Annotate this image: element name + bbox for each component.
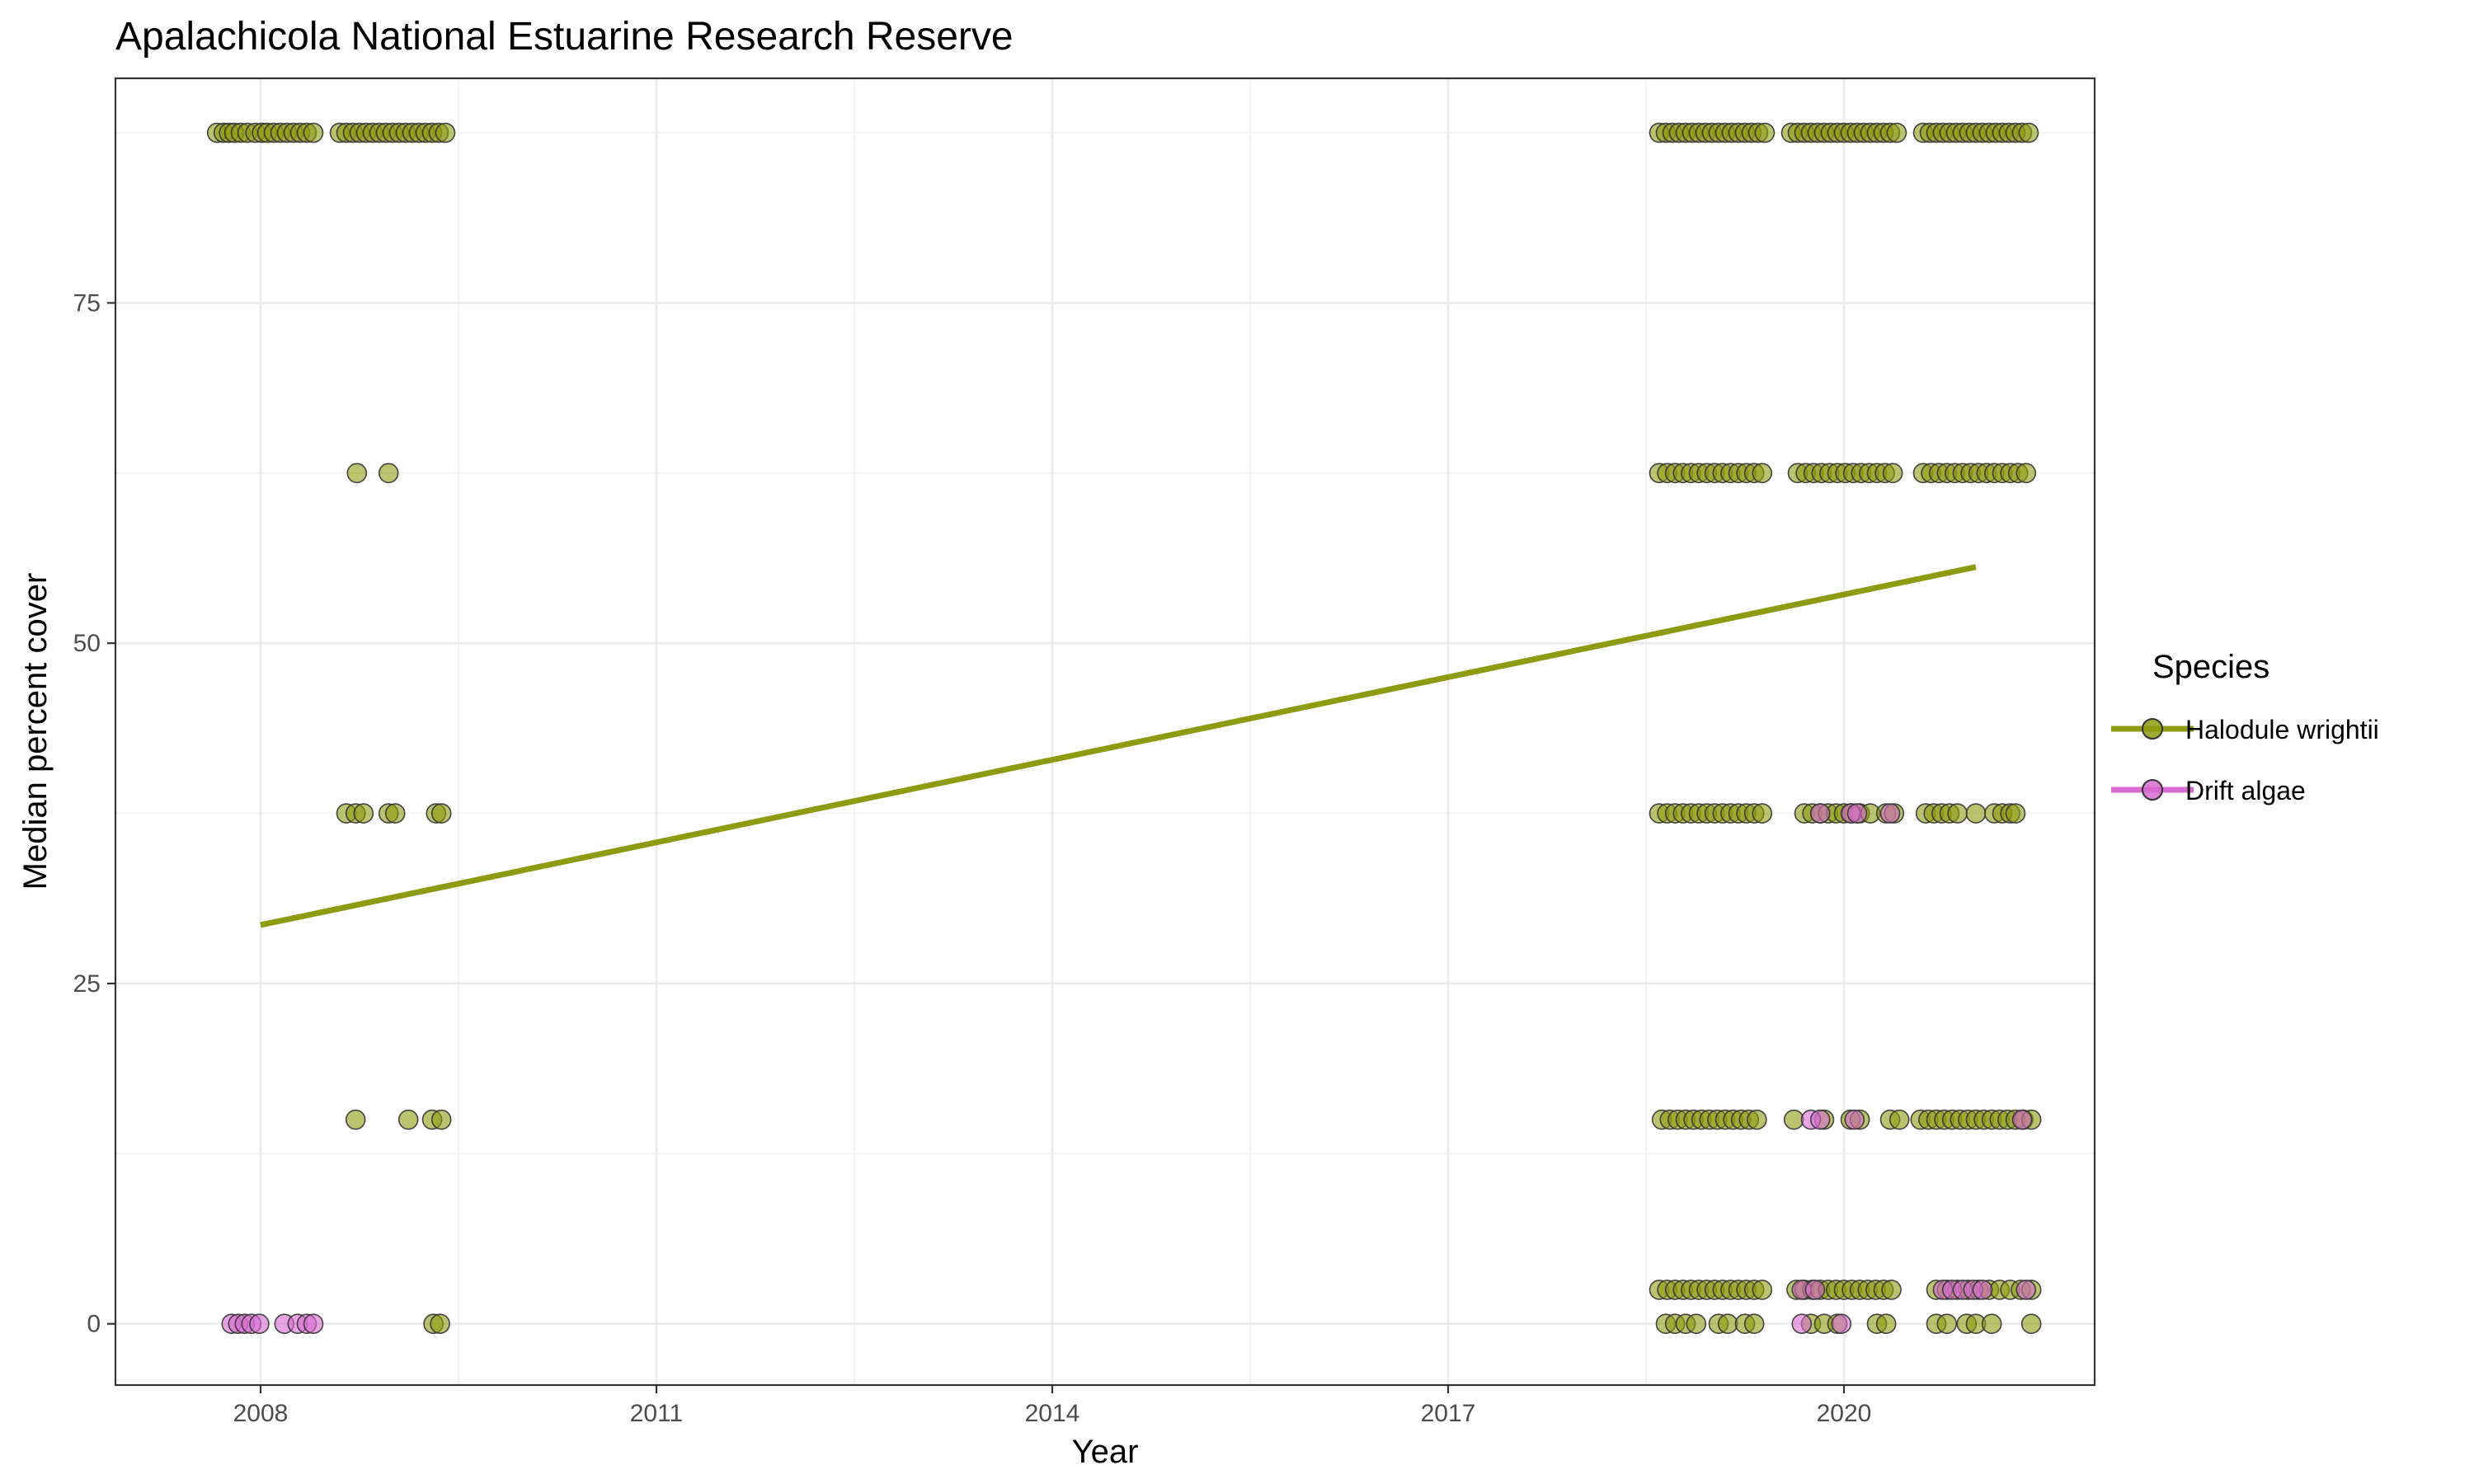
legend-label-drift-algae: Drift algae: [2185, 776, 2306, 805]
data-point: [1783, 1109, 1804, 1130]
y-axis-title: Median percent cover: [17, 573, 54, 890]
data-point: [1747, 1109, 1767, 1130]
data-point: [1743, 1313, 1765, 1335]
data-point: [303, 122, 324, 143]
data-point: [1879, 803, 1901, 824]
data-point: [1888, 1109, 1910, 1130]
trend-lines: [260, 564, 1977, 928]
data-point: [303, 1313, 324, 1335]
x-tick-label: 2008: [233, 1400, 289, 1427]
data-point: [1972, 1280, 1993, 1300]
data-point: [2020, 1313, 2042, 1335]
data-point: [435, 122, 456, 143]
x-axis-title: Year: [1072, 1434, 1139, 1470]
data-point: [397, 1109, 419, 1130]
legend-key-point-halodule-wrightii: [2142, 718, 2163, 740]
axes: 2008 2011 2014 2017 2020 0 25 50 75: [73, 289, 1872, 1427]
y-tick-label: 75: [73, 289, 101, 317]
data-point: [2015, 463, 2037, 484]
trend-line: [260, 564, 1977, 928]
data-point: [1844, 1109, 1865, 1130]
x-tick-label: 2020: [1817, 1400, 1872, 1427]
y-tick-label: 50: [73, 630, 101, 657]
y-tick-label: 0: [87, 1311, 101, 1338]
data-point: [1809, 803, 1831, 824]
data-point: [1875, 1313, 1897, 1335]
y-tick-label: 25: [73, 970, 101, 998]
data-point: [1804, 1280, 1826, 1300]
data-point: [1791, 1313, 1813, 1335]
data-point: [1831, 1313, 1852, 1335]
data-point: [384, 803, 406, 824]
data-point: [1809, 1109, 1831, 1130]
data-point: [430, 1313, 450, 1335]
data-points: [206, 122, 2042, 1335]
legend-key-point-drift-algae: [2142, 779, 2163, 801]
data-point: [1882, 463, 1903, 484]
legend-title: Species: [2152, 649, 2269, 685]
data-point: [346, 463, 368, 484]
data-point: [1717, 1313, 1738, 1335]
legend-item-drift-algae: Drift algae: [2111, 776, 2306, 805]
data-point: [2015, 1280, 2037, 1300]
data-point: [345, 1109, 366, 1130]
data-point: [1981, 1313, 2002, 1335]
data-point: [353, 803, 374, 824]
data-point: [1947, 803, 1968, 824]
data-point: [1754, 122, 1776, 143]
data-point: [1686, 1313, 1707, 1335]
x-tick-label: 2017: [1421, 1400, 1476, 1427]
data-point: [1752, 1280, 1773, 1300]
data-point: [1881, 1280, 1902, 1300]
x-tick-label: 2011: [630, 1400, 684, 1427]
x-tick-label: 2014: [1025, 1400, 1080, 1427]
data-point: [378, 463, 399, 484]
legend: Species Halodule wrightii Drift algae: [2111, 649, 2379, 805]
plot-panel-border: [114, 77, 2096, 1387]
legend-label-halodule-wrightii: Halodule wrightii: [2185, 715, 2379, 744]
data-point: [1846, 803, 1868, 824]
data-point: [1886, 122, 1907, 143]
data-point: [1936, 1313, 1958, 1335]
data-point: [430, 1109, 452, 1130]
data-point: [249, 1313, 270, 1335]
data-point: [1752, 803, 1773, 824]
data-point: [2011, 1109, 2033, 1130]
data-point: [1965, 803, 1987, 824]
data-point: [2018, 122, 2039, 143]
data-point: [1752, 463, 1773, 484]
legend-item-halodule-wrightii: Halodule wrightii: [2111, 715, 2379, 744]
data-point: [430, 803, 452, 824]
chart-title: Apalachicola National Estuarine Research…: [115, 15, 1014, 59]
data-point: [2005, 803, 2026, 824]
